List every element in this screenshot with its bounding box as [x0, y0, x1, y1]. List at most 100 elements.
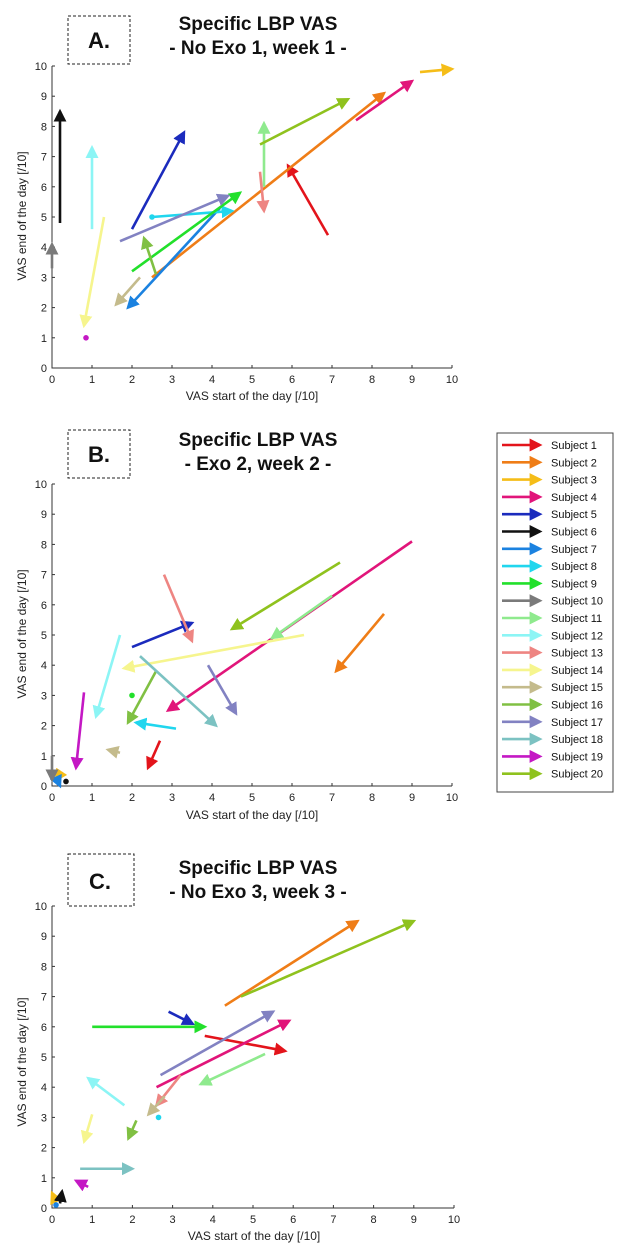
arrow-subject-4: [155, 1019, 292, 1089]
arrow-subject-8: [133, 717, 177, 731]
x-tick-label: 10: [446, 374, 458, 386]
x-tick-label: 3: [169, 792, 175, 804]
y-tick-label: 7: [41, 992, 47, 1004]
y-tick-label: 6: [41, 600, 47, 612]
arrow-subject-14: [121, 633, 305, 673]
y-tick-label: 9: [41, 509, 47, 521]
arrow-subject-2: [224, 919, 360, 1007]
y-tick-label: 1: [41, 751, 47, 763]
x-tick-label: 1: [89, 374, 95, 386]
x-tick-label: 10: [446, 792, 458, 804]
panel-b-label-box: [67, 429, 131, 479]
legend-label: Subject 3: [551, 475, 597, 487]
y-tick-label: 2: [41, 721, 47, 733]
y-tick-label: 0: [41, 363, 47, 375]
arrow-subject-6: [53, 1188, 67, 1204]
legend-label: Subject 15: [551, 682, 603, 694]
arrow-subject-18: [139, 655, 218, 728]
legend-label: Subject 17: [551, 717, 603, 729]
arrow-subject-20: [240, 919, 417, 998]
x-tick-label: 7: [329, 792, 335, 804]
y-tick-label: 1: [41, 333, 47, 345]
legend-label: Subject 18: [551, 734, 603, 746]
arrow-subject-1: [146, 740, 162, 771]
panel-c: C. Specific LBP VAS - No Exo 3, week 3 -…: [15, 853, 460, 1243]
y-tick-label: 3: [41, 690, 47, 702]
y-tick-label: 0: [41, 1203, 47, 1215]
x-tick-label: 2: [129, 792, 135, 804]
x-tick-label: 9: [409, 792, 415, 804]
x-tick-label: 5: [249, 374, 255, 386]
x-tick-label: 4: [210, 1214, 216, 1226]
arrow-subject-5: [167, 1010, 196, 1025]
panel-c-plot: 00 1 1 2 2 3 3 4 4 5 5 6 6 7 7 8 8 9 9 10 10: [35, 901, 460, 1226]
legend-label: Subject 19: [551, 751, 603, 763]
y-tick-label: 1: [41, 1173, 47, 1185]
x-tick-label: 5: [250, 1214, 256, 1226]
arrow-subject-14: [80, 1114, 94, 1145]
y-tick-label: 10: [35, 479, 47, 491]
panel-c-subtitle: - No Exo 3, week 3 -: [169, 882, 346, 903]
panel-c-title: Specific LBP VAS: [179, 858, 338, 879]
axis-lines: [51, 66, 452, 369]
x-tick-label: 4: [209, 374, 215, 386]
arrow-subject-2: [151, 91, 387, 279]
panel-b-label: B.: [88, 442, 110, 467]
x-tick-label: 9: [411, 1214, 417, 1226]
legend-label: Subject 6: [551, 527, 597, 539]
panel-c-ylabel: VAS end of the day [/10]: [15, 997, 29, 1126]
panel-b-plot: 00 1 1 2 2 3 3 4 4 5 5 6 6 7 7 8 8 9 9 10 10: [35, 479, 458, 804]
y-tick-label: 3: [41, 272, 47, 284]
x-tick-label: 8: [369, 792, 375, 804]
y-tick-label: 6: [41, 182, 47, 194]
panel-a-label: A.: [88, 28, 110, 53]
x-tick-label: 5: [249, 792, 255, 804]
point-subject-7: [53, 1202, 59, 1208]
axis-lines: [51, 484, 452, 787]
panel-a-title: Specific LBP VAS: [179, 14, 338, 35]
point-subject-6: [63, 778, 69, 785]
point-subject-19: [83, 335, 89, 341]
arrow-subject-17: [159, 1010, 276, 1077]
arrow-subject-1: [286, 163, 330, 236]
x-tick-label: 3: [170, 1214, 176, 1226]
arrow-subject-11: [269, 594, 333, 640]
legend-label: Subject 20: [551, 769, 603, 781]
panel-a: A. Specific LBP VAS - No Exo 1, week 1 -…: [15, 14, 458, 403]
arrow-subject-5: [131, 620, 195, 649]
arrow-subject-15: [105, 745, 121, 759]
y-tick-label: 2: [41, 303, 47, 315]
point-subject-8: [149, 214, 155, 220]
y-tick-label: 7: [41, 570, 47, 582]
arrow-subject-13: [162, 574, 194, 644]
legend-label: Subject 9: [551, 578, 597, 590]
x-tick-label: 1: [89, 1214, 95, 1226]
arrow-subject-19: [73, 1179, 89, 1192]
legend-label: Subject 14: [551, 665, 603, 677]
arrow-subject-3: [419, 63, 455, 77]
arrow-subject-14: [79, 216, 106, 329]
y-tick-label: 4: [41, 242, 47, 254]
x-tick-label: 4: [209, 792, 215, 804]
arrow-subject-2: [334, 613, 385, 674]
legend-label: Subject 11: [551, 613, 602, 625]
panel-a-ylabel: VAS end of the day [/10]: [15, 151, 29, 280]
axis-lines: [51, 906, 454, 1209]
panel-a-label-box: [67, 15, 131, 65]
y-tick-label: 4: [41, 1082, 47, 1094]
arrow-subject-16: [141, 235, 158, 275]
x-tick-label: 10: [448, 1214, 460, 1226]
arrow-subject-16: [126, 1119, 139, 1141]
arrow-subject-15: [114, 276, 141, 307]
arrow-subject-17: [206, 664, 238, 716]
arrow-subject-20: [229, 561, 341, 631]
y-tick-label: 10: [35, 61, 47, 73]
arrow-subject-7: [126, 207, 221, 310]
panel-b-ylabel: VAS end of the day [/10]: [15, 569, 29, 698]
point-subject-9: [129, 692, 135, 699]
arrow-subject-17: [119, 193, 231, 243]
x-tick-label: 6: [289, 792, 295, 804]
legend-label: Subject 1: [551, 440, 597, 452]
legend-label: Subject 7: [551, 544, 597, 556]
arrow-subject-5: [130, 130, 186, 230]
